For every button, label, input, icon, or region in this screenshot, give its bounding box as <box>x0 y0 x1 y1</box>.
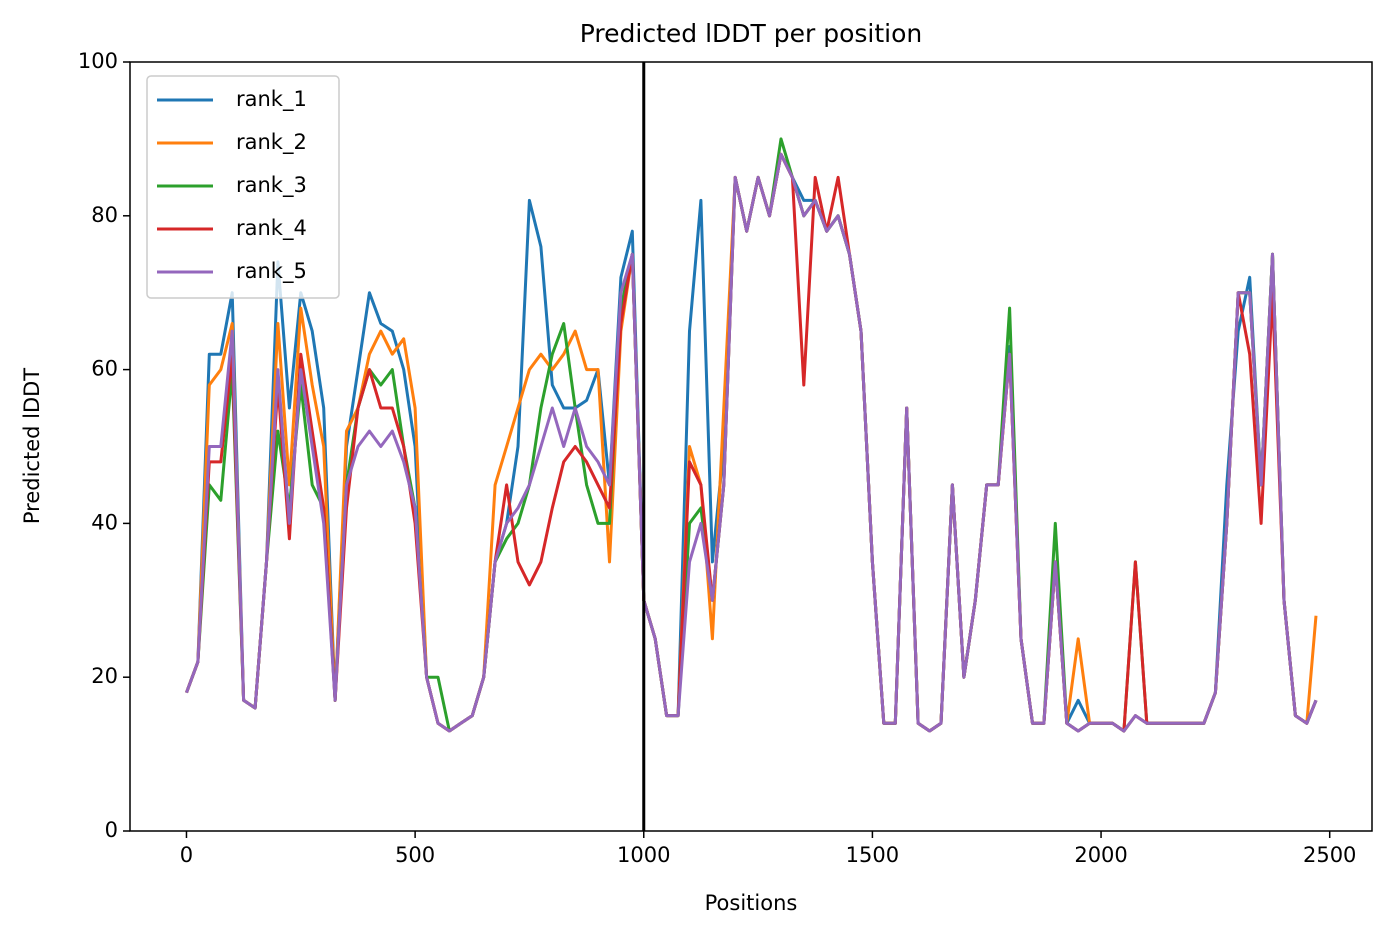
x-axis-label: Positions <box>705 891 798 915</box>
y-tick-label: 40 <box>91 510 118 534</box>
y-tick-label: 80 <box>91 203 118 227</box>
y-tick-label: 100 <box>78 49 118 73</box>
legend-label: rank_4 <box>236 216 307 241</box>
y-tick-label: 60 <box>91 357 118 381</box>
legend-label: rank_2 <box>236 130 307 155</box>
x-tick-label: 1000 <box>617 843 670 867</box>
x-tick-label: 2500 <box>1303 843 1356 867</box>
series-line <box>185 152 1318 733</box>
legend-label: rank_3 <box>236 173 307 198</box>
legend-label: rank_5 <box>236 259 307 284</box>
y-tick-label: 20 <box>91 664 118 688</box>
legend-label: rank_1 <box>236 87 307 112</box>
y-axis-label: Predicted lDDT <box>20 368 44 524</box>
y-tick-label: 0 <box>105 818 118 842</box>
x-tick-label: 500 <box>395 843 435 867</box>
legend-box <box>146 75 340 299</box>
plot-frame <box>129 61 1373 832</box>
x-tick-label: 0 <box>180 843 193 867</box>
series-line <box>185 152 1318 733</box>
x-tick-label: 1500 <box>846 843 899 867</box>
series-line <box>185 152 1318 733</box>
chart-title: Predicted lDDT per position <box>580 19 922 48</box>
x-tick-label: 2000 <box>1074 843 1127 867</box>
series-line <box>185 152 1318 733</box>
